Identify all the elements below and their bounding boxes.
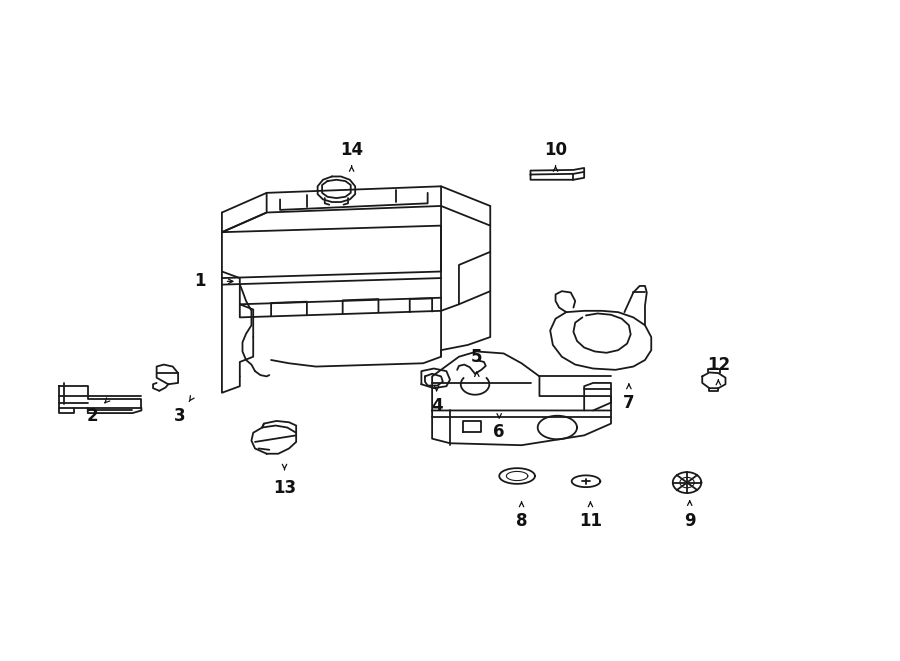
Text: 9: 9 bbox=[684, 512, 696, 529]
Text: 7: 7 bbox=[623, 393, 634, 412]
Text: 1: 1 bbox=[194, 272, 205, 290]
Text: 12: 12 bbox=[706, 356, 730, 373]
Text: 8: 8 bbox=[516, 512, 527, 529]
Text: 2: 2 bbox=[86, 407, 98, 425]
Text: 10: 10 bbox=[544, 141, 567, 159]
Text: 6: 6 bbox=[493, 423, 505, 441]
Text: 13: 13 bbox=[273, 479, 296, 497]
Text: 11: 11 bbox=[579, 512, 602, 529]
Text: 14: 14 bbox=[340, 141, 364, 159]
Text: 4: 4 bbox=[431, 397, 443, 415]
Text: 5: 5 bbox=[471, 348, 482, 366]
Text: 3: 3 bbox=[174, 407, 185, 425]
